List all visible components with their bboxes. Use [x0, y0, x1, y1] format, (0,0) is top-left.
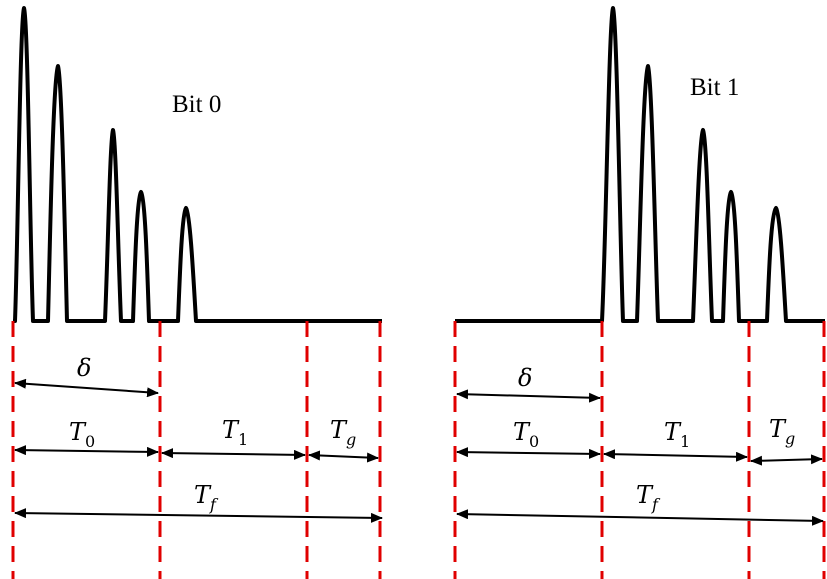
bit1-t0-arrow: [456, 447, 601, 459]
bit0-tf-label: Tf: [194, 481, 219, 514]
bit1-delta-label: δ: [518, 364, 532, 392]
bit1-tf-arrow: [456, 509, 824, 526]
bit1-pulse-train: [455, 6, 825, 323]
bit1-delta-arrow: [456, 389, 601, 403]
bit0-title: Bit 0: [172, 91, 221, 118]
bit1-title: Bit 1: [690, 74, 739, 101]
bit0-tf-arrow: [14, 508, 383, 523]
bit1-t0-label: T0: [513, 418, 539, 451]
bit0-t0-label: T0: [69, 418, 95, 451]
bit0-t1-label: T1: [222, 416, 248, 449]
bit0-tg-arrow: [308, 450, 379, 463]
bit1-t1-label: T1: [664, 418, 690, 451]
bit0-delta-label: δ: [77, 354, 91, 382]
bit0-tg-label: Tg: [330, 416, 356, 449]
bit1-tg-arrow: [750, 454, 823, 466]
bit1-panel: Bit 1 δ T0 T1 Tg Tf: [453, 6, 826, 579]
bit0-t1-arrow: [161, 448, 306, 460]
bit1-tf-label: Tf: [636, 481, 661, 514]
bit0-t0-arrow: [14, 445, 159, 457]
bit0-panel: Bit 0 δ T0 T1 Tg Tf: [11, 6, 383, 579]
bit0-pulse-train: [13, 6, 382, 323]
bit0-delta-arrow: [14, 378, 159, 398]
bit1-t1-arrow: [603, 449, 748, 462]
bit1-tg-label: Tg: [769, 415, 795, 448]
